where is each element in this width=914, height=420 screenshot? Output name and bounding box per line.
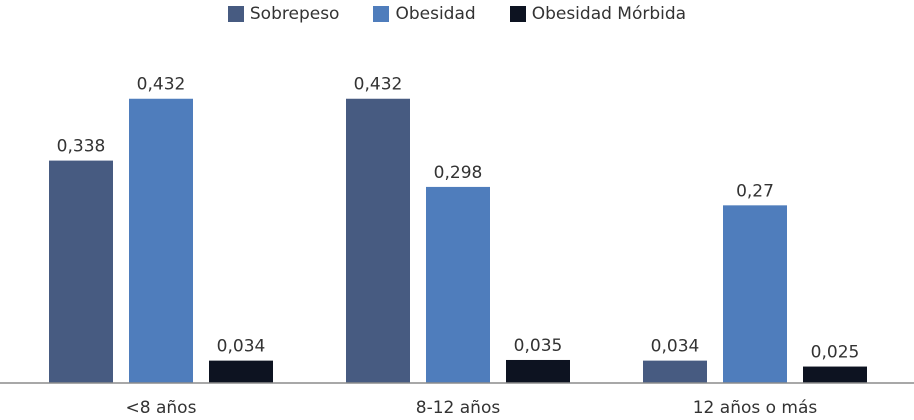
legend-label-sobrepeso: Sobrepeso: [249, 4, 340, 24]
data-label-2-2: 0,025: [811, 343, 860, 363]
data-label-1-0: 0,432: [137, 75, 186, 95]
legend-label-obesidad-morbida: Obesidad Mórbida: [531, 4, 687, 24]
bar-0-1: [346, 98, 410, 383]
data-label-2-1: 0,035: [514, 336, 563, 356]
legend-item-obesidad: Obesidad: [373, 4, 476, 24]
data-label-1-1: 0,298: [434, 163, 483, 183]
legend-label-obesidad: Obesidad: [395, 4, 476, 24]
bar-0-0: [49, 160, 113, 383]
bar-2-0: [209, 360, 273, 383]
x-tick-label-2: 12 años o más: [693, 398, 818, 418]
bar-2-1: [506, 359, 570, 383]
bar-1-0: [129, 98, 193, 383]
bar-1-2: [723, 205, 787, 383]
legend: Sobrepeso Obesidad Obesidad Mórbida: [0, 4, 914, 24]
legend-item-sobrepeso: Sobrepeso: [227, 4, 340, 24]
legend-swatch-sobrepeso: [227, 6, 244, 22]
data-label-0-0: 0,338: [57, 137, 106, 157]
x-tick-label-0: <8 años: [126, 398, 197, 418]
data-label-1-2: 0,27: [736, 181, 774, 201]
data-label-0-2: 0,034: [651, 337, 700, 357]
bar-0-2: [643, 360, 707, 383]
legend-swatch-obesidad-morbida: [509, 6, 526, 22]
x-tick-label-1: 8-12 años: [416, 398, 501, 418]
bar-2-2: [803, 366, 867, 383]
bar-1-1: [426, 186, 490, 383]
data-label-0-1: 0,432: [354, 75, 403, 95]
legend-item-obesidad-morbida: Obesidad Mórbida: [509, 4, 687, 24]
legend-swatch-obesidad: [373, 6, 390, 22]
data-label-2-0: 0,034: [217, 337, 266, 357]
